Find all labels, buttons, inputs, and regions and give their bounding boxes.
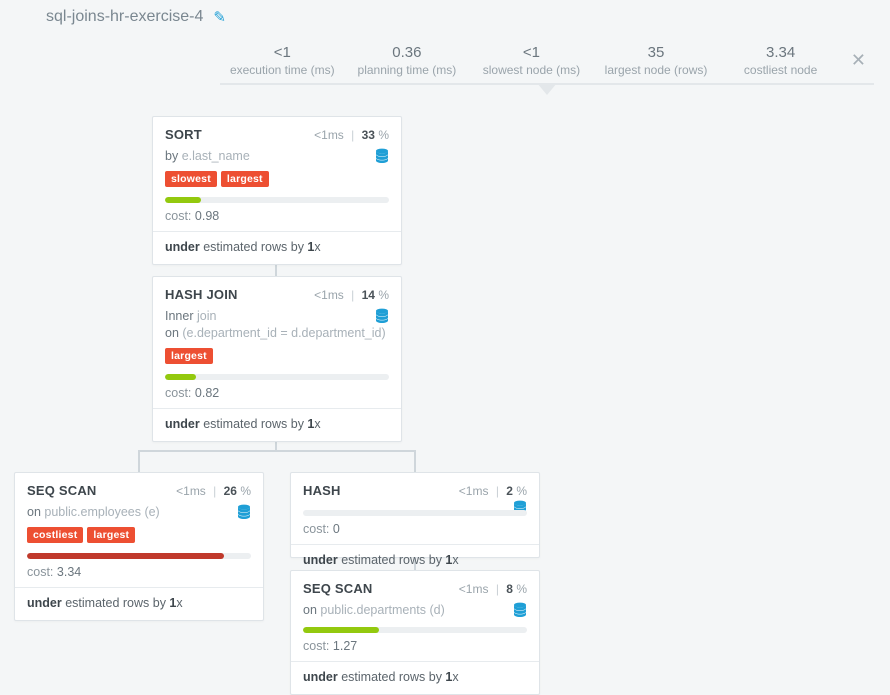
stat-costliest-node: 3.34 costliest node (718, 44, 843, 77)
node-description: Inner join on (e.department_id = d.depar… (153, 306, 401, 348)
node-operation: HASH (303, 483, 341, 498)
tag-largest: largest (165, 348, 213, 364)
node-cost-bar (165, 374, 389, 380)
node-description: on public.employees (e) (15, 502, 263, 527)
plan-node-hash-join[interactable]: HASH JOIN <1ms | 14 % Inner join on (e.d… (152, 276, 402, 442)
node-cost: cost: 1.27 (291, 637, 539, 661)
node-description: on public.departments (d) (291, 600, 539, 625)
stat-value: 35 (594, 44, 719, 61)
close-icon[interactable]: ✕ (843, 44, 874, 77)
node-timing: <1ms | 33 % (314, 128, 389, 142)
node-estimate: under estimated rows by 1x (15, 587, 263, 620)
stat-execution-time: <1 execution time (ms) (220, 44, 345, 77)
stat-value: 3.34 (718, 44, 843, 61)
database-icon[interactable] (375, 148, 389, 169)
tag-largest: largest (87, 527, 135, 543)
node-timing: <1ms | 26 % (176, 484, 251, 498)
node-operation: SEQ SCAN (303, 581, 373, 596)
plan-node-hash[interactable]: HASH <1ms | 2 % cost: 0 under estimated … (290, 472, 540, 558)
stat-label: planning time (ms) (345, 63, 470, 77)
node-cost: cost: 0.82 (153, 384, 401, 408)
node-cost-bar (27, 553, 251, 559)
stat-value: 0.36 (345, 44, 470, 61)
node-operation: HASH JOIN (165, 287, 238, 302)
stat-value: <1 (220, 44, 345, 61)
node-tags: slowest largest (153, 171, 401, 195)
node-estimate: under estimated rows by 1x (153, 408, 401, 441)
stat-planning-time: 0.36 planning time (ms) (345, 44, 470, 77)
stat-label: execution time (ms) (220, 63, 345, 77)
page-title: sql-joins-hr-exercise-4 (46, 8, 203, 26)
tag-costliest: costliest (27, 527, 83, 543)
plan-node-sort[interactable]: SORT <1ms | 33 % by e.last_name slowest … (152, 116, 402, 265)
connector-line (138, 450, 416, 472)
node-estimate: under estimated rows by 1x (291, 661, 539, 694)
edit-title-icon[interactable]: ✎ (213, 8, 226, 26)
database-icon[interactable] (237, 504, 251, 525)
node-description: by e.last_name (153, 146, 401, 171)
tag-slowest: slowest (165, 171, 217, 187)
stats-bar: <1 execution time (ms) 0.36 planning tim… (220, 44, 874, 85)
database-icon[interactable] (375, 308, 389, 329)
stat-slowest-node: <1 slowest node (ms) (469, 44, 594, 77)
stat-label: slowest node (ms) (469, 63, 594, 77)
node-operation: SEQ SCAN (27, 483, 97, 498)
stat-largest-node: 35 largest node (rows) (594, 44, 719, 77)
plan-node-seq-scan-employees[interactable]: SEQ SCAN <1ms | 26 % on public.employees… (14, 472, 264, 621)
node-tags: largest (153, 348, 401, 372)
plan-node-seq-scan-departments[interactable]: SEQ SCAN <1ms | 8 % on public.department… (290, 570, 540, 695)
node-cost-bar (303, 627, 527, 633)
node-cost: cost: 3.34 (15, 563, 263, 587)
stat-value: <1 (469, 44, 594, 61)
node-estimate: under estimated rows by 1x (153, 231, 401, 264)
database-icon[interactable] (513, 602, 527, 623)
stats-arrow-icon (537, 83, 557, 95)
tag-largest: largest (221, 171, 269, 187)
node-description (291, 502, 539, 504)
stat-label: largest node (rows) (594, 63, 719, 77)
node-timing: <1ms | 14 % (314, 288, 389, 302)
node-cost: cost: 0.98 (153, 207, 401, 231)
node-timing: <1ms | 8 % (459, 582, 527, 596)
stat-label: costliest node (718, 63, 843, 77)
node-cost-bar (165, 197, 389, 203)
node-cost-bar (303, 510, 527, 516)
node-timing: <1ms | 2 % (459, 484, 527, 498)
node-operation: SORT (165, 127, 202, 142)
node-tags: costliest largest (15, 527, 263, 551)
node-cost: cost: 0 (291, 520, 539, 544)
page-title-row: sql-joins-hr-exercise-4 ✎ (46, 8, 226, 26)
